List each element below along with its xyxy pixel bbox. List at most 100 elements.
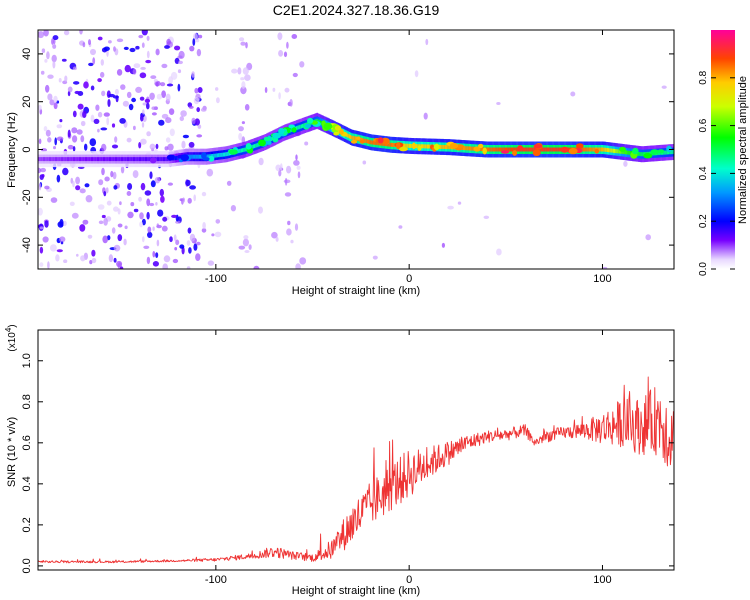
spectrogram-ridge-core xyxy=(39,157,41,162)
spectrogram-ridge-core xyxy=(462,146,465,150)
spectrogram-noise-speck xyxy=(51,54,57,63)
spectrogram-noise-speck xyxy=(173,234,177,241)
spectrogram-ridge-core xyxy=(495,147,497,152)
spectrogram-noise-speck xyxy=(116,38,124,43)
spectrogram-noise-speck xyxy=(187,227,192,234)
spectrogram-noise-speck xyxy=(194,87,199,94)
spectrogram-ridge-core xyxy=(368,139,370,144)
spectrogram-ridge-core xyxy=(546,147,549,152)
spectrogram-ridge-core xyxy=(156,157,159,162)
spectrogram-noise-speck xyxy=(299,257,307,265)
spectrogram-ridge-core xyxy=(611,148,614,153)
spectrogram-noise-speck xyxy=(155,143,159,150)
spectrogram-noise-speck xyxy=(127,183,133,190)
spectrogram-noise-speck xyxy=(82,42,86,48)
spectrogram-ridge-core xyxy=(609,148,611,153)
spectrogram-noise-speck xyxy=(149,143,156,150)
spectrogram-noise-speck xyxy=(106,49,109,57)
spectrogram-ridge-core xyxy=(627,150,629,155)
spectrogram-ridge-core xyxy=(548,147,550,152)
spectrogram-ridge-core xyxy=(491,147,494,152)
spectrogram-ridge-core xyxy=(506,147,508,152)
spectrogram-noise-speck xyxy=(146,131,151,137)
spectrogram-noise-speck xyxy=(122,100,129,107)
spectrogram-noise-speck xyxy=(100,71,105,78)
spectrogram-noise-speck xyxy=(175,220,181,224)
spectrogram-ridge-core xyxy=(80,157,82,162)
spectrogram-noise-speck xyxy=(103,217,108,226)
spectrogram-ridge-core xyxy=(378,141,381,146)
spectrogram-ridge-core xyxy=(618,149,621,154)
spectrogram-ridge-core xyxy=(108,157,111,162)
spectrogram-ridge-core xyxy=(554,147,556,152)
spectrogram-noise-speck xyxy=(67,129,71,138)
spectrogram-ridge-core xyxy=(585,147,587,152)
spectrogram-ridge-core xyxy=(255,143,257,148)
colorbar-gradient xyxy=(711,30,735,269)
spectrogram-ridge-core xyxy=(58,157,60,162)
spectrogram-ridge-core xyxy=(52,157,54,162)
spectrogram-noise-speck xyxy=(191,117,196,125)
spectrogram-ridge-core xyxy=(670,150,672,155)
spectrogram-ridge-core xyxy=(638,151,640,156)
spectrogram-noise-speck xyxy=(60,241,64,245)
spectrogram-noise-speck xyxy=(39,174,44,181)
spectrogram-noise-speck xyxy=(38,183,42,191)
spectrogram-ridge-core xyxy=(116,157,118,162)
spectrogram-noise-speck xyxy=(116,69,123,76)
spectrogram-ridge-core xyxy=(350,135,352,139)
spectrogram-ridge-core xyxy=(471,146,473,151)
spectrogram-noise-speck xyxy=(59,218,64,227)
spectrogram-ridge-core xyxy=(622,150,624,154)
spectrogram-noise-speck xyxy=(193,33,198,41)
spectrogram-ridge-core xyxy=(213,153,215,158)
snr-background xyxy=(38,330,674,570)
spectrogram-noise-speck xyxy=(84,183,90,188)
colorbar-tick-label: 0.4 xyxy=(698,166,709,180)
spectrogram-ridge-core xyxy=(360,137,363,142)
spectrogram-noise-speck xyxy=(155,48,160,56)
spectrogram-noise-speck xyxy=(82,219,89,225)
spectrogram-noise-speck xyxy=(98,179,104,186)
spectrogram-noise-speck xyxy=(185,179,191,187)
spectrogram-noise-speck xyxy=(47,261,50,269)
spectrogram-ridge-blob xyxy=(449,142,459,149)
spectrogram-ridge-core xyxy=(537,147,539,152)
spectrogram-noise-speck xyxy=(103,191,107,197)
spectrogram-ridge-core xyxy=(96,157,99,162)
spectrogram-ridge-core xyxy=(522,147,525,152)
spectrogram-ridge-core xyxy=(376,141,378,146)
spectrogram-noise-speck xyxy=(124,64,131,73)
spectrogram-noise-speck xyxy=(126,91,132,99)
spectrogram-ridge-core xyxy=(532,147,534,152)
spectrogram-ridge-core xyxy=(221,152,224,157)
spectrogram-noise-speck xyxy=(149,202,155,207)
spectrogram-ridge-blob xyxy=(512,150,518,156)
spectrogram-noise-speck xyxy=(150,75,157,79)
spectrogram-noise-speck xyxy=(211,233,215,237)
spectrogram-ridge-core xyxy=(387,142,389,147)
spectrogram-noise-speck xyxy=(177,69,182,74)
spectrogram-ridge-blob xyxy=(377,137,384,144)
spectrogram-noise-speck xyxy=(117,223,123,228)
spectrogram-ridge-core xyxy=(542,147,544,152)
spectrogram-ridge-core xyxy=(218,153,220,158)
spectrogram-ridge-core xyxy=(526,147,528,152)
spectrogram-ridge-blob xyxy=(258,139,266,147)
spectrogram-noise-speck xyxy=(295,263,301,269)
spectrogram-ridge-blob xyxy=(433,143,440,151)
spectrogram-noise-speck xyxy=(181,140,186,149)
spectrogram-noise-speck xyxy=(200,108,207,112)
spectrogram-ridge-core xyxy=(68,157,70,162)
spectrogram-noise-speck xyxy=(297,171,301,179)
spectrogram-ridge-core xyxy=(598,147,600,152)
spectrogram-ridge-core xyxy=(112,157,114,162)
spectrogram-noise-speck xyxy=(570,91,576,97)
spectrogram-ridge-core xyxy=(404,143,406,148)
spectrogram-ridge-core xyxy=(489,147,491,152)
spectrogram-noise-speck xyxy=(39,246,44,254)
spectrogram-noise-speck xyxy=(54,137,57,146)
spectrogram-ridge-core xyxy=(555,147,557,152)
spectrogram-noise-speck xyxy=(40,70,45,75)
spectrogram-noise-speck xyxy=(128,103,134,111)
